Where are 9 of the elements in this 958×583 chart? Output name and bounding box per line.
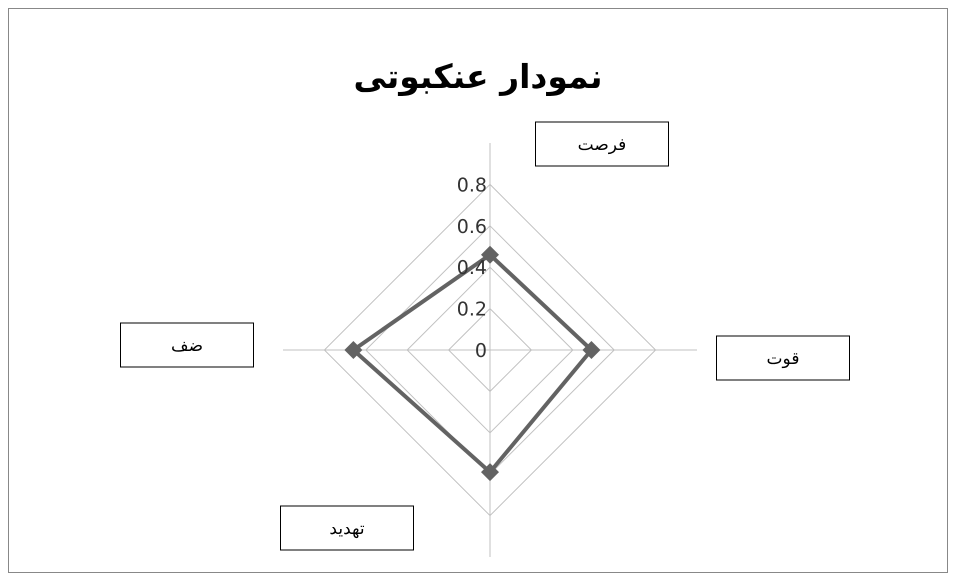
y-tick-label: 0: [474, 340, 487, 362]
y-tick-label: 0.6: [456, 216, 487, 238]
spoke-label: قوت: [766, 349, 800, 369]
chart-title: نمودار عنکبوتی: [352, 57, 604, 96]
y-tick-label: 0.2: [456, 298, 487, 321]
spoke-label: تهدید: [329, 519, 365, 539]
spoke-label: ضف: [170, 336, 204, 356]
spoke-label: فرصت: [578, 135, 626, 155]
y-tick-label: 0.8: [456, 174, 487, 196]
